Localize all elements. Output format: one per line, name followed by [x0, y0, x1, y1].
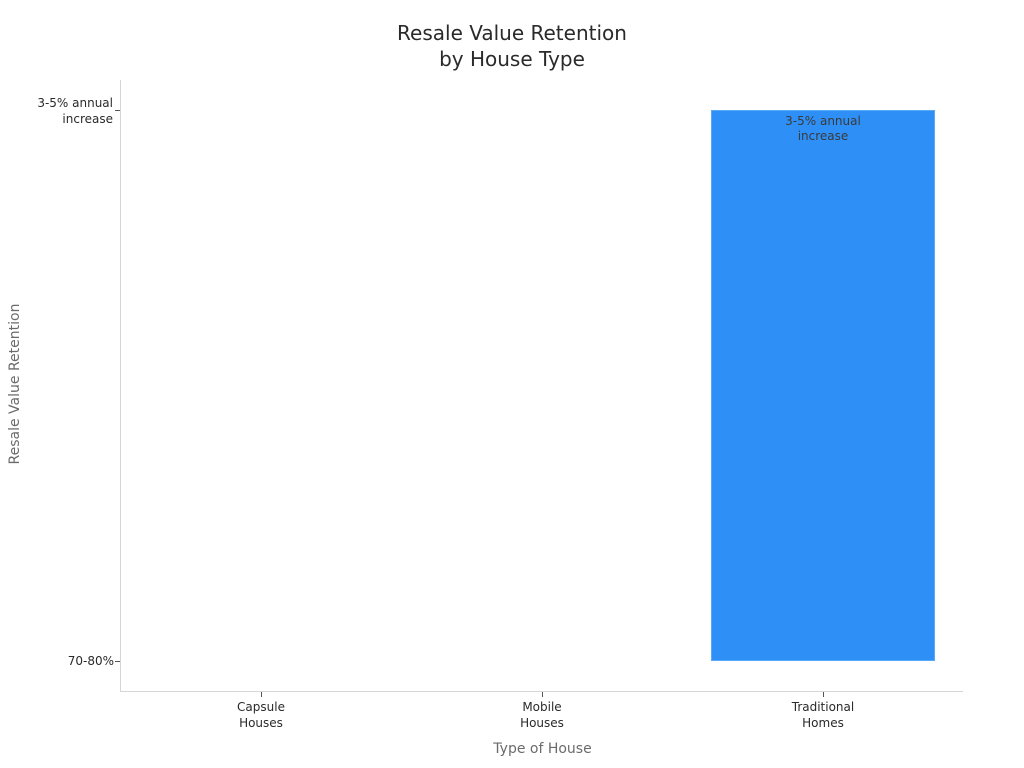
x-axis-line: [120, 691, 963, 692]
bar-value-label-line: increase: [797, 129, 849, 143]
bar-value-label-line: 3-5% annual: [785, 114, 861, 128]
bar-value-label: 3-5% annual increase: [711, 114, 935, 144]
x-tick-label-line: Capsule: [237, 700, 285, 714]
x-tick-label-line: Houses: [520, 716, 564, 730]
x-tick-label-line: Traditional: [791, 700, 855, 714]
y-axis-line: [120, 80, 121, 692]
x-axis-title: Type of House: [493, 741, 592, 757]
y-tick-label-line: 70-80%: [67, 654, 114, 668]
y-tick-mark: [115, 110, 120, 111]
y-tick-label-line: 3-5% annual: [37, 96, 113, 110]
x-tick-label-mobile: Mobile Houses: [482, 699, 602, 731]
chart-title-line-1: Resale Value Retention: [397, 21, 627, 45]
y-tick-label-bottom: 70-80%: [0, 653, 114, 669]
chart-title-line-2: by House Type: [439, 47, 585, 71]
x-tick-label-line: Mobile: [522, 700, 562, 714]
y-axis-title: Resale Value Retention: [7, 303, 23, 465]
y-tick-mark: [115, 661, 120, 662]
x-tick-label-line: Houses: [239, 716, 283, 730]
x-tick-label-traditional: Traditional Homes: [763, 699, 883, 731]
x-tick-mark: [542, 692, 543, 697]
x-tick-label-line: Homes: [802, 716, 844, 730]
bar-traditional-homes[interactable]: [711, 110, 935, 661]
x-tick-label-capsule: Capsule Houses: [201, 699, 321, 731]
y-tick-label-line: increase: [62, 112, 113, 126]
y-tick-label-top: 3-5% annual increase: [0, 95, 113, 127]
x-tick-mark: [261, 692, 262, 697]
x-tick-mark: [823, 692, 824, 697]
